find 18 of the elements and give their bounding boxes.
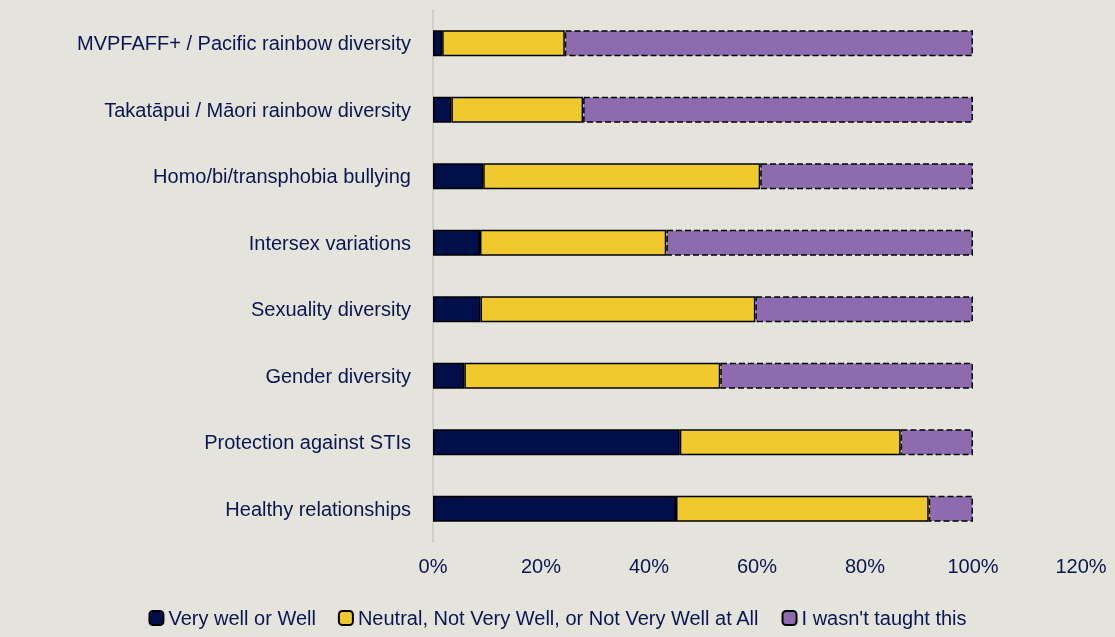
y-tick-label: Takatāpui / Māori rainbow diversity [104,98,411,121]
y-tick-label: Gender diversity [265,364,411,387]
y-tick-label: MVPFAFF+ / Pacific rainbow diversity [77,32,411,55]
x-tick-label: 80% [844,555,886,577]
x-tick-label: 40% [628,555,670,577]
legend-label: Very well or Well [168,607,316,629]
x-tick-label: 60% [736,555,778,577]
legend-label: Neutral, Not Very Well, or Not Very Well at All [357,607,759,629]
legend-label: I wasn't taught this [801,607,967,629]
y-tick-label: Intersex variations [248,231,411,254]
y-tick-label: Homo/bi/transphobia bullying [153,165,411,188]
x-tick-label: 0% [418,555,448,577]
y-tick-label: Sexuality diversity [250,298,411,321]
x-tick-label: 120% [1055,555,1107,577]
x-tick-label: 100% [947,555,999,577]
y-tick-label: Healthy relationships [225,497,411,520]
y-tick-label: Protection against STIs [204,431,411,454]
x-tick-label: 20% [520,555,562,577]
